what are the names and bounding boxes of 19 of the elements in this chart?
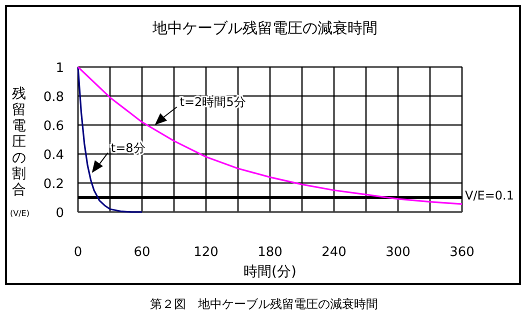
x-tick-label: 360 <box>450 245 474 260</box>
chart-title: 地中ケーブル残留電圧の減衰時間 <box>152 19 378 37</box>
x-tick-label: 180 <box>258 245 282 260</box>
y-tick-label: 1 <box>56 61 64 76</box>
x-tick-label: 0 <box>74 245 82 260</box>
x-tick-label: 240 <box>322 245 346 260</box>
y-tick-label: 0.4 <box>43 148 64 163</box>
x-tick-label: 60 <box>134 245 150 260</box>
y-tick-label: 0.2 <box>43 177 64 192</box>
text: (V/E) <box>10 209 30 218</box>
y-tick-label: 0 <box>56 206 64 221</box>
text: 第２図 地中ケーブル残留電圧の減衰時間 <box>150 297 378 311</box>
y-tick-label: 0.6 <box>43 119 64 134</box>
y-tick-label: 0.8 <box>43 90 64 105</box>
x-axis-title: 時間(分) <box>244 264 296 280</box>
x-tick-label: 300 <box>386 245 410 260</box>
ref-line-label: V/E=0.1 <box>465 188 514 202</box>
y-axis-title: 残留電圧の割合 <box>12 86 26 198</box>
x-tick-label: 120 <box>194 245 218 260</box>
